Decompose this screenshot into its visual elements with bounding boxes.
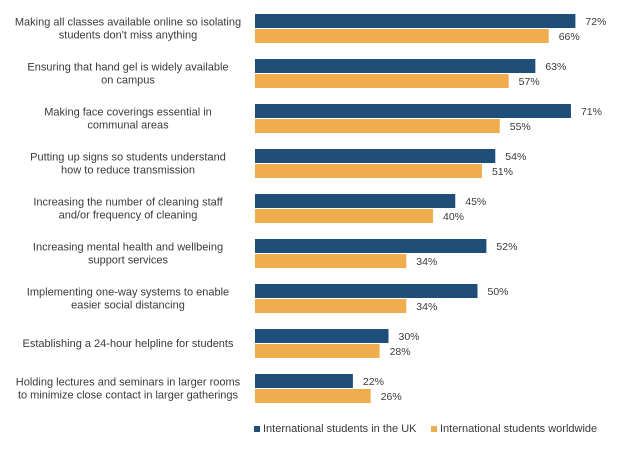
worldwide-value-label-7: 28%: [390, 346, 411, 358]
category-label-6: Implementing one-way systems to enable ea…: [27, 287, 229, 312]
category-label-line: to minimize close contact in larger gath…: [18, 390, 239, 402]
worldwide-bar-3: [255, 164, 482, 178]
category-label-line: Implementing one-way systems to enable: [27, 287, 229, 299]
category-label-line: Holding lectures and seminars in larger …: [16, 377, 241, 389]
category-label-line: Increasing mental health and wellbeing: [33, 242, 223, 254]
category-labels: Making all classes available online so i…: [15, 17, 241, 402]
uk-value-label-6: 50%: [488, 286, 509, 298]
uk-bar-7: [255, 329, 389, 343]
worldwide-value-label-8: 26%: [381, 391, 402, 403]
legend-item-uk-label: International students in the UK: [263, 423, 417, 435]
uk-value-label-8: 22%: [363, 376, 384, 388]
uk-bar-4: [255, 194, 456, 208]
worldwide-value-label-4: 40%: [443, 211, 464, 223]
worldwide-bar-6: [255, 299, 407, 313]
category-label-line: support services: [88, 255, 169, 267]
legend-item-worldwide-label: International students worldwide: [440, 423, 597, 435]
worldwide-value-label-6: 34%: [416, 301, 437, 313]
worldwide-value-label-1: 57%: [519, 76, 540, 88]
uk-bar-8: [255, 374, 353, 388]
category-label-line: students don't miss anything: [59, 30, 197, 42]
category-label-line: and/or frequency of cleaning: [59, 210, 198, 222]
category-label-line: communal areas: [87, 120, 169, 132]
worldwide-bar-8: [255, 389, 371, 403]
value-labels: 72% 66% 63% 57% 71% 55% 54% 51% 45%40% 52% 34% 50% 3…: [363, 16, 607, 403]
uk-bar-2: [255, 104, 571, 118]
worldwide-bar-7: [255, 344, 380, 358]
uk-bar-0: [255, 14, 576, 28]
legend-item-uk-swatch: [254, 426, 260, 432]
bars: [255, 14, 576, 403]
category-label-line: how to reduce transmission: [61, 165, 195, 177]
category-label-2: Making face coverings essential in commun…: [44, 107, 212, 132]
worldwide-value-label-0: 66%: [559, 31, 580, 43]
category-label-0: Making all classes available online so i…: [15, 17, 241, 42]
worldwide-bar-1: [255, 74, 509, 88]
uk-value-label-1: 63%: [545, 61, 566, 73]
category-label-4: Increasing the number of cleaning staff a…: [33, 197, 223, 222]
category-label-5: Increasing mental health and wellbeing su…: [33, 242, 223, 267]
category-label-line: Ensuring that hand gel is widely availab…: [27, 62, 228, 74]
uk-bar-3: [255, 149, 496, 163]
worldwide-value-label-3: 51%: [492, 166, 513, 178]
worldwide-bar-0: [255, 29, 549, 43]
worldwide-bar-5: [255, 254, 407, 268]
category-label-line: easier social distancing: [71, 300, 185, 312]
category-label-8: Holding lectures and seminars in larger …: [16, 377, 241, 402]
uk-bar-5: [255, 239, 487, 253]
uk-value-label-2: 71%: [581, 106, 602, 118]
category-label-line: on campus: [101, 75, 155, 87]
category-label-line: Making face coverings essential in: [44, 107, 212, 119]
uk-value-label-3: 54%: [505, 151, 526, 163]
uk-value-label-7: 30%: [399, 331, 420, 343]
worldwide-value-label-5: 34%: [416, 256, 437, 268]
uk-value-label-4: 45%: [465, 196, 486, 208]
uk-value-label-0: 72%: [585, 16, 606, 28]
legend-item-worldwide-swatch: [431, 426, 437, 432]
worldwide-bar-4: [255, 209, 433, 223]
category-label-line: Establishing a 24-hour helpline for stud…: [23, 338, 234, 350]
legend: International students in the UK Internat…: [254, 423, 597, 435]
category-label-3: Putting up signs so students understand h…: [30, 152, 226, 177]
worldwide-value-label-2: 55%: [510, 121, 531, 133]
category-label-1: Ensuring that hand gel is widely availab…: [27, 62, 228, 87]
category-label-line: Increasing the number of cleaning staff: [33, 197, 223, 209]
uk-bar-6: [255, 284, 478, 298]
category-label-7: Establishing a 24-hour helpline for stud…: [23, 338, 234, 350]
worldwide-bar-2: [255, 119, 500, 133]
uk-value-label-5: 52%: [496, 241, 517, 253]
category-label-line: Making all classes available online so i…: [15, 17, 241, 29]
uk-bar-1: [255, 59, 536, 73]
category-label-line: Putting up signs so students understand: [30, 152, 226, 164]
